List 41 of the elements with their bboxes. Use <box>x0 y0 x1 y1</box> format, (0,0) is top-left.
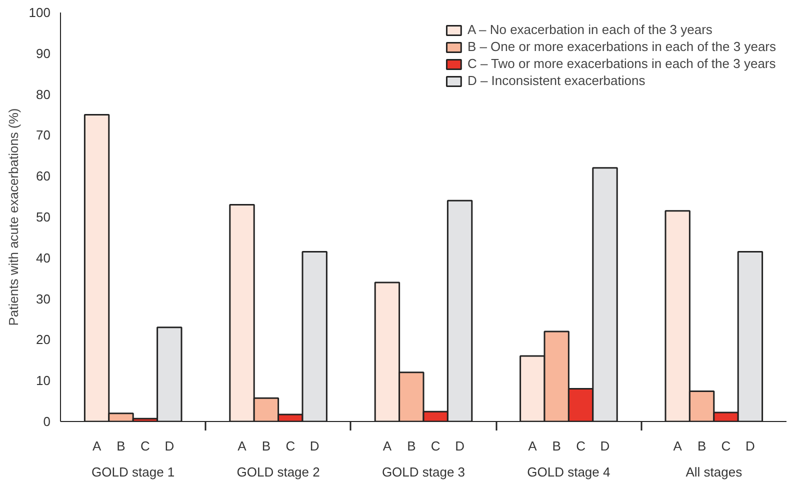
text: GOLD stage 2 <box>236 464 320 480</box>
text: GOLD stage 1 <box>92 464 175 480</box>
x-tick-label: B <box>407 438 416 454</box>
x-tick-label: B <box>262 438 271 454</box>
x-tick-label: C <box>140 438 150 454</box>
x-tick-label: A <box>673 438 682 454</box>
x-tick-label: D <box>164 438 174 454</box>
x-tick-label: B <box>116 438 126 454</box>
text: All stages <box>686 464 743 480</box>
y-tick-label: 50 <box>36 210 51 224</box>
y-axis-title: Patients with acute exacerbations (%) <box>6 108 21 326</box>
x-tick-label: A <box>528 438 538 454</box>
text: GOLD stage 4 <box>527 464 610 480</box>
x-tick-label: C <box>721 438 731 454</box>
legend-label: D – Inconsistent exacerbations <box>467 73 646 88</box>
legend-label: C – Two or more exacerbations in each of the 3 years <box>467 56 776 71</box>
x-tick-label: D <box>455 438 464 454</box>
y-tick-label: 60 <box>36 168 51 184</box>
y-tick-label: 0 <box>43 414 51 429</box>
text: GOLD stage 3 <box>382 464 466 480</box>
y-tick-label: 70 <box>36 128 51 143</box>
legend-label: B – One or more exacerbations in each of the 3 years <box>467 39 776 54</box>
x-tick-label: A <box>382 438 392 454</box>
x-tick-label: D <box>600 438 610 454</box>
y-tick-label: 90 <box>36 46 51 61</box>
x-tick-label: B <box>697 438 706 454</box>
y-tick-label: 30 <box>36 291 51 306</box>
x-tick-label: A <box>238 438 247 454</box>
x-tick-label: D <box>746 438 755 454</box>
x-tick-label: C <box>576 438 586 454</box>
x-tick-label: A <box>92 438 102 454</box>
legend-label: A – No exacerbation in each of the 3 years <box>467 22 712 37</box>
y-tick-label: 80 <box>36 86 51 102</box>
y-tick-label: 20 <box>36 332 51 348</box>
y-tick-label: 100 <box>28 5 51 20</box>
x-tick-label: B <box>552 438 561 454</box>
y-tick-label: 10 <box>36 373 51 388</box>
x-tick-label: C <box>286 438 296 454</box>
y-tick-label: 40 <box>36 250 51 266</box>
x-tick-label: C <box>430 438 440 454</box>
x-tick-label: D <box>310 438 320 454</box>
